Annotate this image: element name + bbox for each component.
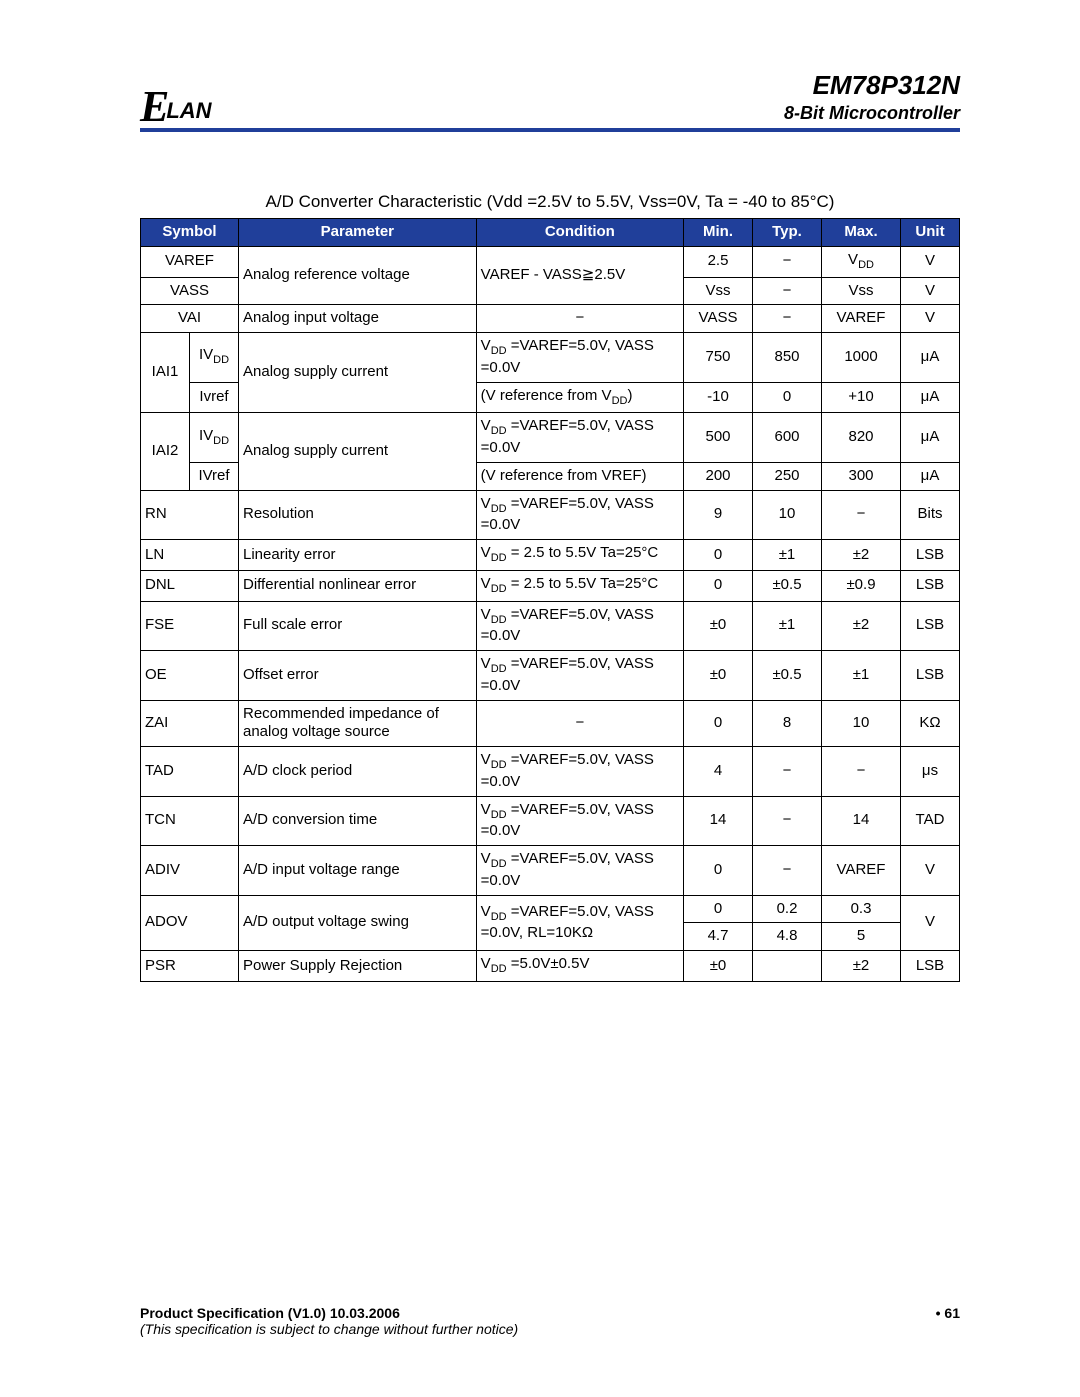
spec-table: Symbol Parameter Condition Min. Typ. Max… <box>140 218 960 982</box>
table-row: VAREF Analog reference voltage VAREF - V… <box>141 246 960 277</box>
datasheet-page: E LAN EM78P312N 8-Bit Microcontroller A/… <box>0 0 1080 1397</box>
table-row: DNL Differential nonlinear error VDD = 2… <box>141 570 960 601</box>
logo-script-letter: E <box>140 89 168 124</box>
footer-spec-line: Product Specification (V1.0) 10.03.2006 <box>140 1305 400 1321</box>
table-row: FSE Full scale error VDD =VAREF=5.0V, VA… <box>141 601 960 651</box>
table-row: PSR Power Supply Rejection VDD =5.0V±0.5… <box>141 951 960 982</box>
table-row: TAD A/D clock period VDD =VAREF=5.0V, VA… <box>141 747 960 797</box>
col-typ: Typ. <box>753 219 822 247</box>
title-block: EM78P312N 8-Bit Microcontroller <box>784 70 960 124</box>
page-footer: Product Specification (V1.0) 10.03.2006 … <box>140 1305 960 1337</box>
col-unit: Unit <box>901 219 960 247</box>
table-row: TCN A/D conversion time VDD =VAREF=5.0V,… <box>141 796 960 846</box>
table-row: RN Resolution VDD =VAREF=5.0V, VASS =0.0… <box>141 490 960 540</box>
table-row: LN Linearity error VDD = 2.5 to 5.5V Ta=… <box>141 540 960 571</box>
part-subtitle: 8-Bit Microcontroller <box>784 103 960 124</box>
table-row: ADOV A/D output voltage swing VDD =VAREF… <box>141 895 960 923</box>
page-header: E LAN EM78P312N 8-Bit Microcontroller <box>140 70 960 124</box>
footer-note: (This specification is subject to change… <box>140 1321 960 1337</box>
col-symbol: Symbol <box>141 219 239 247</box>
table-row: IAI1 IVDD Analog supply current VDD =VAR… <box>141 333 960 383</box>
table-row: OE Offset error VDD =VAREF=5.0V, VASS =0… <box>141 651 960 701</box>
col-min: Min. <box>684 219 753 247</box>
col-parameter: Parameter <box>239 219 477 247</box>
table-caption: A/D Converter Characteristic (Vdd =2.5V … <box>140 192 960 212</box>
footer-page-number: • 61 <box>936 1305 960 1321</box>
elan-logo: E LAN <box>140 89 212 124</box>
table-row: IAI2 IVDD Analog supply current VDD =VAR… <box>141 413 960 463</box>
table-body: VAREF Analog reference voltage VAREF - V… <box>141 246 960 981</box>
part-number: EM78P312N <box>784 70 960 101</box>
table-header: Symbol Parameter Condition Min. Typ. Max… <box>141 219 960 247</box>
header-divider <box>140 128 960 132</box>
col-max: Max. <box>822 219 901 247</box>
logo-lan-text: LAN <box>166 98 211 124</box>
table-row: ZAI Recommended impedance of analog volt… <box>141 700 960 747</box>
table-row: VAI Analog input voltage − VASS − VAREF … <box>141 305 960 333</box>
table-row: ADIV A/D input voltage range VDD =VAREF=… <box>141 846 960 896</box>
col-condition: Condition <box>476 219 683 247</box>
